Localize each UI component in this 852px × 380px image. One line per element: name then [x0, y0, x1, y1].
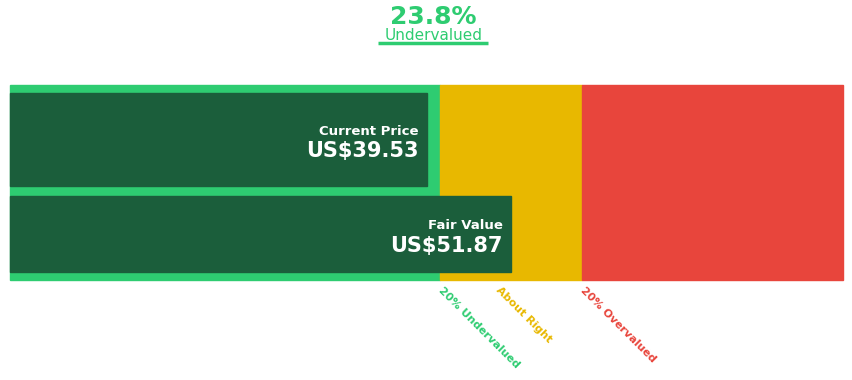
Text: Current Price: Current Price [319, 125, 418, 138]
Text: Undervalued: Undervalued [383, 28, 481, 43]
Bar [10, 85, 440, 280]
Text: US$39.53: US$39.53 [306, 141, 418, 161]
Bar [581, 85, 842, 280]
Text: US$51.87: US$51.87 [390, 236, 502, 256]
Text: 23.8%: 23.8% [389, 5, 476, 29]
Text: Fair Value: Fair Value [428, 219, 502, 232]
Text: 20% Overvalued: 20% Overvalued [578, 285, 657, 364]
Bar [440, 85, 581, 280]
Bar [10, 93, 426, 185]
Text: About Right: About Right [493, 285, 553, 345]
Bar [10, 195, 510, 272]
Text: 20% Undervalued: 20% Undervalued [436, 285, 521, 370]
